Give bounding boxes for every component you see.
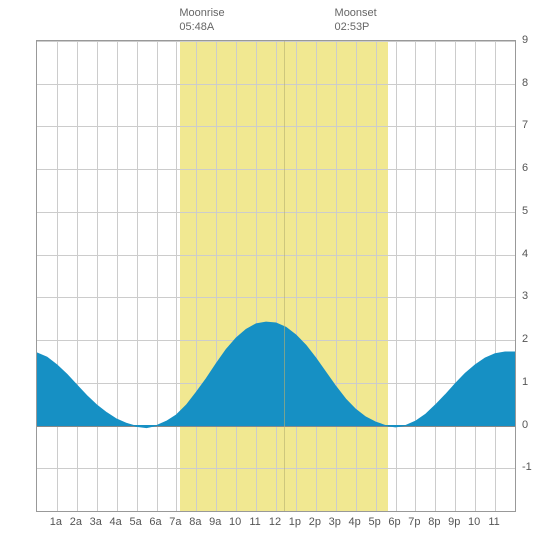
x-tick-label: 8a: [189, 516, 201, 528]
y-tick-label: 8: [522, 77, 528, 89]
y-tick-label: 7: [522, 119, 528, 131]
moonrise-time: 05:48A: [179, 21, 214, 33]
x-tick-label: 6a: [149, 516, 161, 528]
x-tick-label: 9a: [209, 516, 221, 528]
tide-area: [37, 41, 515, 511]
moonrise-label: Moonrise 05:48A: [179, 6, 224, 35]
y-tick-label: 4: [522, 248, 528, 260]
tide-chart: Moonrise 05:48A Moonset 02:53P 1a 2a 3a 4a 5…: [0, 0, 550, 550]
y-tick-label: 9: [522, 34, 528, 46]
y-tick-label: 5: [522, 205, 528, 217]
moonrise-title: Moonrise: [179, 7, 224, 19]
x-tick-label: 2a: [70, 516, 82, 528]
tide-fill: [37, 322, 515, 428]
moonset-title: Moonset: [335, 7, 377, 19]
x-tick-label: 3a: [90, 516, 102, 528]
x-tick-label: 1a: [50, 516, 62, 528]
y-tick-label: 6: [522, 162, 528, 174]
x-tick-label: 10: [229, 516, 241, 528]
moonset-label: Moonset 02:53P: [335, 6, 377, 35]
x-tick-label: 4a: [110, 516, 122, 528]
x-tick-label: 10: [468, 516, 480, 528]
x-tick-label: 1p: [289, 516, 301, 528]
y-tick-label: -1: [522, 461, 532, 473]
x-tick-label: 11: [249, 516, 260, 528]
x-tick-label: 7p: [408, 516, 420, 528]
y-tick-label: 2: [522, 333, 528, 345]
x-tick-label: 7a: [169, 516, 181, 528]
x-tick-label: 8p: [428, 516, 440, 528]
y-tick-label: 3: [522, 290, 528, 302]
x-tick-label: 3p: [329, 516, 341, 528]
x-tick-label: 5a: [129, 516, 141, 528]
x-tick-label: 9p: [448, 516, 460, 528]
x-tick-label: 2p: [309, 516, 321, 528]
x-tick-label: 4p: [349, 516, 361, 528]
x-tick-label: 11: [488, 516, 499, 528]
y-tick-label: 0: [522, 419, 528, 431]
y-tick-label: 1: [522, 376, 528, 388]
x-tick-label: 12: [269, 516, 281, 528]
x-tick-label: 5p: [368, 516, 380, 528]
moon-divider: [284, 41, 285, 511]
plot-area: [36, 40, 516, 512]
moonset-time: 02:53P: [335, 21, 370, 33]
x-tick-label: 6p: [388, 516, 400, 528]
